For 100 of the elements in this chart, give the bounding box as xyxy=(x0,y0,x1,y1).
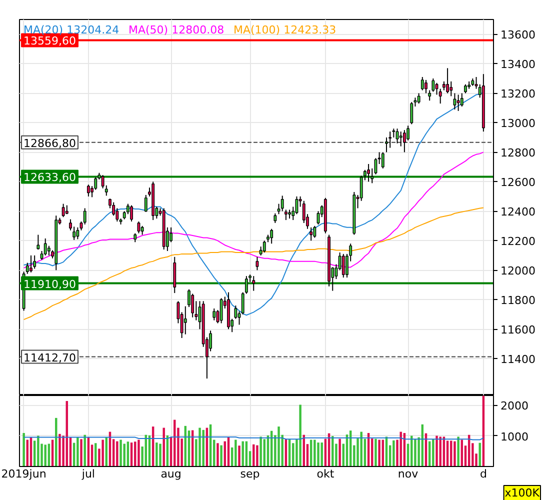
x-tick-label: aug xyxy=(160,468,182,480)
bar xyxy=(44,444,46,466)
y-tick-label: 13200 xyxy=(500,88,536,101)
candlestick xyxy=(446,68,449,94)
candlestick xyxy=(144,194,148,212)
y-tick-label: 1000 xyxy=(500,430,528,444)
ref-line-label: 11910,90 xyxy=(24,278,76,291)
bar xyxy=(123,444,126,466)
x-tick-label: jul xyxy=(80,468,95,480)
bar xyxy=(378,440,380,466)
bar xyxy=(162,428,165,466)
candlestick xyxy=(456,94,460,112)
bar xyxy=(202,430,204,466)
y-tick-label: 12200 xyxy=(500,235,536,248)
candlestick xyxy=(252,276,256,292)
text: MA(100) 12423.33 xyxy=(234,24,336,36)
x-tick-label: sep xyxy=(240,468,260,480)
text: MA(20) 13204.24 xyxy=(24,24,120,36)
candlestick xyxy=(396,128,399,144)
candlestick xyxy=(72,226,76,240)
bar xyxy=(256,445,258,466)
x-tick-label: nov xyxy=(398,468,419,480)
candlestick xyxy=(130,204,133,222)
line-series xyxy=(23,207,484,320)
candlestick xyxy=(428,90,432,102)
candlestick xyxy=(212,308,216,321)
candlestick xyxy=(417,92,420,104)
ref-line-label: 12866,80 xyxy=(24,136,76,150)
candlestick xyxy=(424,79,428,94)
bar xyxy=(432,439,434,466)
bar xyxy=(116,441,118,466)
ref-line-label: 13559,60 xyxy=(24,34,76,48)
y-tick-label: 11600 xyxy=(500,324,536,337)
bar xyxy=(80,439,82,466)
y-tick-label: 12600 xyxy=(500,176,536,190)
bar xyxy=(457,436,460,466)
bar xyxy=(374,438,377,466)
bar xyxy=(84,434,86,466)
bar xyxy=(37,436,40,466)
bar xyxy=(260,436,262,466)
text: x100K xyxy=(504,486,540,500)
candlestick xyxy=(234,305,238,320)
ref-line-label: 12633,60 xyxy=(24,171,76,184)
bar xyxy=(159,444,162,466)
candlestick xyxy=(420,76,424,91)
y-tick-label: 12800 xyxy=(500,146,536,160)
candlestick xyxy=(184,306,187,335)
bar xyxy=(414,439,416,466)
candlestick xyxy=(280,195,284,212)
bar xyxy=(22,433,25,466)
bar xyxy=(58,434,61,466)
bar xyxy=(400,432,402,466)
candlestick xyxy=(450,80,453,97)
bar xyxy=(76,437,79,466)
candlestick xyxy=(47,245,50,256)
candlestick xyxy=(410,102,414,125)
bar xyxy=(242,441,244,466)
candlestick xyxy=(399,131,402,147)
x-tick-label: okt xyxy=(316,468,335,480)
ref-line-label: 11412,70 xyxy=(24,351,76,364)
y-tick-label: 12400 xyxy=(500,206,536,219)
candlestick xyxy=(284,209,288,221)
bar xyxy=(156,442,158,466)
bar xyxy=(120,440,122,466)
candlestick xyxy=(30,254,32,273)
y-tick-label: 12000 xyxy=(500,264,536,278)
y-tick-label: 13400 xyxy=(500,58,536,72)
bar xyxy=(439,436,442,466)
bar xyxy=(138,440,140,466)
bar xyxy=(299,404,302,466)
candlestick xyxy=(367,164,370,182)
candlestick xyxy=(270,228,274,244)
candlestick xyxy=(170,226,172,243)
bar xyxy=(436,436,438,466)
y-tick-label: 11800 xyxy=(500,294,536,308)
y-tick-label: 13000 xyxy=(500,117,536,130)
bar xyxy=(102,440,104,466)
bar xyxy=(220,445,222,466)
candlestick xyxy=(370,168,374,184)
candlestick xyxy=(191,293,194,318)
candlestick xyxy=(76,226,80,240)
bar xyxy=(238,446,240,466)
bar xyxy=(320,442,323,466)
candlestick xyxy=(310,226,313,242)
candlestick xyxy=(313,225,316,238)
candlestick xyxy=(274,212,277,224)
bar xyxy=(392,440,395,466)
candlestick xyxy=(277,203,280,215)
candlestick xyxy=(256,256,259,271)
bar xyxy=(478,442,481,466)
x-tick-label: 2019jun xyxy=(1,468,46,480)
x-tick-label: d xyxy=(480,468,487,480)
candlestick xyxy=(36,234,40,250)
candlestick xyxy=(402,130,406,153)
bar xyxy=(338,438,341,466)
candlestick xyxy=(220,298,223,324)
bar xyxy=(317,442,320,466)
candlestick xyxy=(342,253,345,278)
candlestick xyxy=(432,78,435,92)
bar xyxy=(454,441,456,466)
